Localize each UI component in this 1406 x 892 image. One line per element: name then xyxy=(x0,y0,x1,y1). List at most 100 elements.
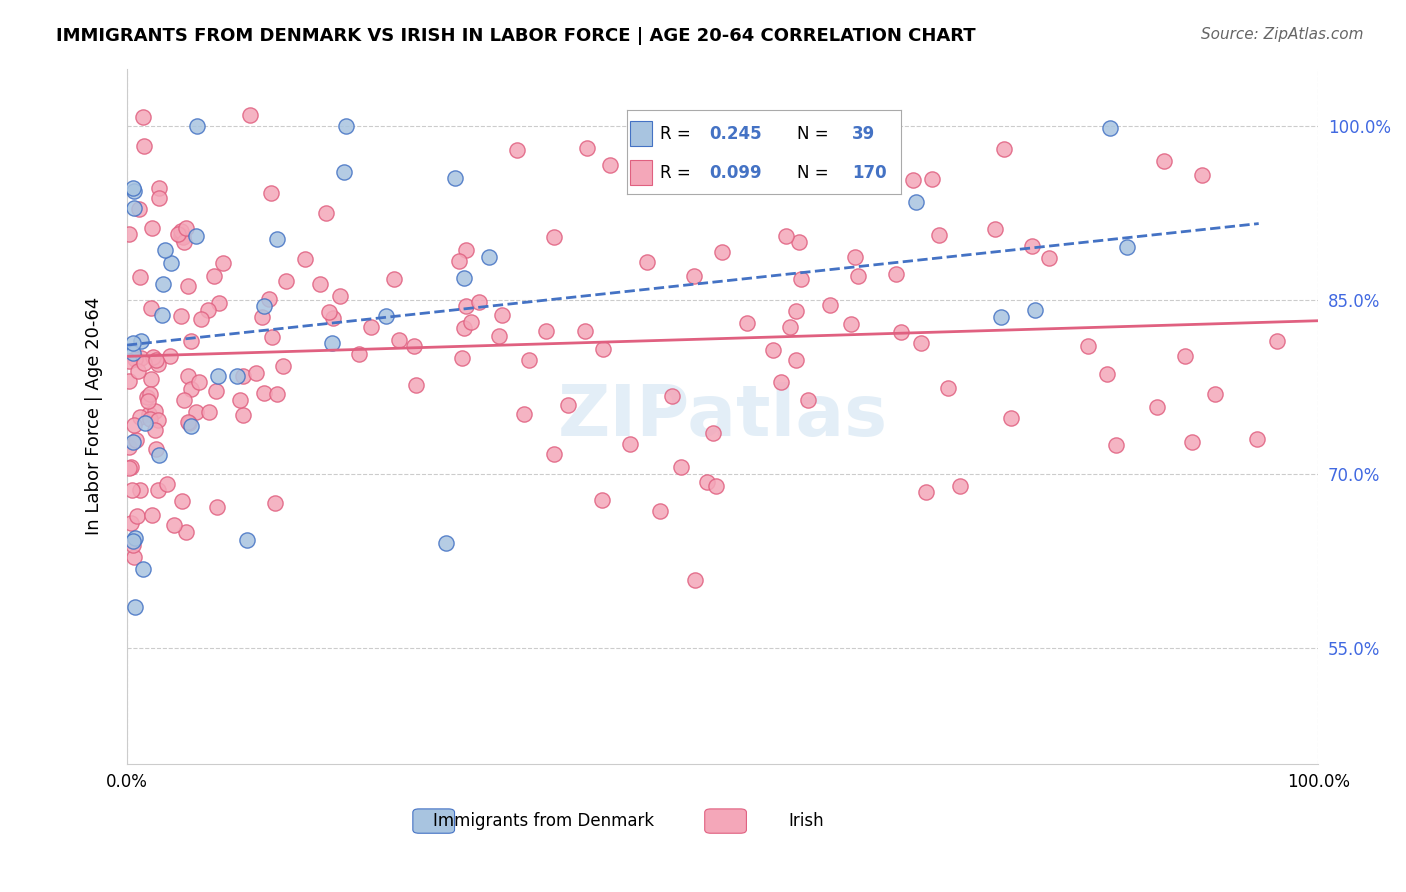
Point xyxy=(132,562,155,576)
Point xyxy=(170,310,193,324)
Point xyxy=(818,298,841,312)
Point xyxy=(388,333,411,347)
Point xyxy=(136,390,159,404)
Point xyxy=(785,304,807,318)
Point xyxy=(208,296,231,310)
Point xyxy=(129,351,152,365)
Point xyxy=(1024,302,1046,317)
Point xyxy=(322,310,344,325)
Point xyxy=(382,271,405,285)
Point xyxy=(245,366,267,380)
Point xyxy=(197,405,219,419)
Point xyxy=(146,483,169,497)
Point xyxy=(122,534,145,549)
Point xyxy=(125,509,148,524)
Point xyxy=(1077,339,1099,353)
Point xyxy=(180,382,202,396)
Point xyxy=(1174,349,1197,363)
Y-axis label: In Labor Force | Age 20-64: In Labor Force | Age 20-64 xyxy=(86,297,103,535)
Point xyxy=(121,483,143,497)
Point xyxy=(253,299,276,313)
Point xyxy=(173,392,195,407)
Point xyxy=(1000,410,1022,425)
Point xyxy=(775,229,797,244)
Point xyxy=(844,250,866,264)
Point xyxy=(711,245,734,260)
Point xyxy=(444,171,467,186)
Point xyxy=(139,372,162,386)
Point xyxy=(180,418,202,433)
Point xyxy=(557,398,579,412)
Point xyxy=(308,277,330,291)
Point xyxy=(118,461,141,475)
Point xyxy=(138,386,160,401)
Point xyxy=(266,386,288,401)
Point xyxy=(360,319,382,334)
Point xyxy=(128,483,150,497)
Point xyxy=(375,309,398,323)
Point xyxy=(1267,334,1289,348)
Point xyxy=(434,536,457,550)
Point xyxy=(205,500,228,514)
Point xyxy=(1204,387,1226,401)
Point xyxy=(122,346,145,360)
Point xyxy=(177,415,200,429)
Point xyxy=(478,250,501,264)
Point xyxy=(197,303,219,318)
Point xyxy=(453,321,475,335)
Point xyxy=(266,232,288,246)
Point xyxy=(146,413,169,427)
Point xyxy=(984,222,1007,236)
Point xyxy=(172,230,194,244)
Point xyxy=(131,334,153,348)
Point xyxy=(669,459,692,474)
Point xyxy=(636,255,658,269)
Point xyxy=(1095,367,1118,381)
Point xyxy=(453,271,475,285)
Point xyxy=(235,533,257,547)
Point xyxy=(517,353,540,368)
Point xyxy=(128,202,150,216)
Point xyxy=(321,336,343,351)
Point xyxy=(790,272,813,286)
Point xyxy=(122,435,145,450)
Point xyxy=(468,294,491,309)
Point xyxy=(145,353,167,368)
Point xyxy=(186,405,208,419)
Point xyxy=(122,181,145,195)
Point xyxy=(124,433,146,447)
Point xyxy=(138,407,160,421)
Point xyxy=(796,392,818,407)
Point xyxy=(145,442,167,456)
Point xyxy=(454,243,477,257)
Point xyxy=(1191,168,1213,182)
Point xyxy=(405,378,427,392)
Point xyxy=(513,407,536,421)
Point xyxy=(148,191,170,205)
Point xyxy=(188,375,211,389)
Point xyxy=(704,478,727,492)
Point xyxy=(910,335,932,350)
Point xyxy=(143,403,166,417)
Point xyxy=(1021,239,1043,253)
Point xyxy=(134,139,156,153)
Text: Irish: Irish xyxy=(789,813,824,830)
Point xyxy=(134,416,156,430)
Point xyxy=(648,504,671,518)
Point xyxy=(263,496,285,510)
Point xyxy=(779,320,801,334)
Point xyxy=(1098,121,1121,136)
Point xyxy=(762,343,785,357)
Point xyxy=(543,229,565,244)
Point xyxy=(921,171,943,186)
Point xyxy=(159,349,181,363)
Point xyxy=(118,227,141,241)
Point xyxy=(166,227,188,242)
Point xyxy=(936,381,959,395)
Point xyxy=(274,274,297,288)
Point xyxy=(1105,437,1128,451)
Point xyxy=(226,368,249,383)
Point xyxy=(152,277,174,291)
Point xyxy=(132,356,155,370)
Point xyxy=(915,484,938,499)
